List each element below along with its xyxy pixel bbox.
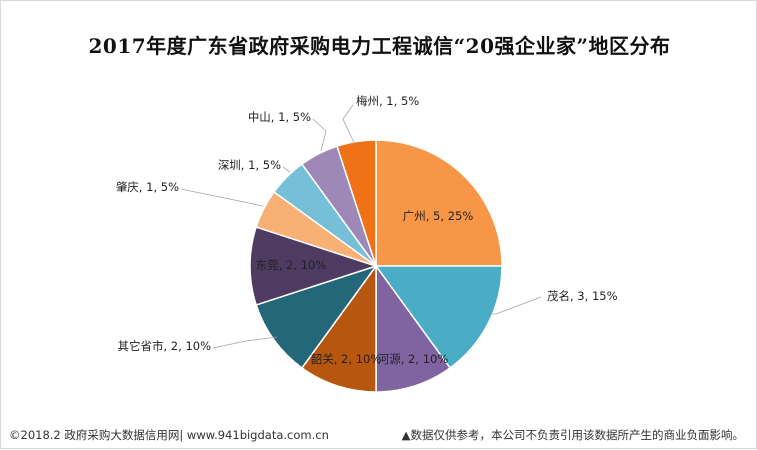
leader-line-8 [282, 166, 291, 173]
leader-line-10 [342, 104, 356, 146]
slice-label-6: 东莞, 2, 10% [256, 258, 327, 272]
pie-slice-1 [375, 139, 503, 267]
leader-line-2 [491, 296, 542, 315]
slice-label-2: 茂名, 3, 15% [547, 289, 618, 303]
slice-label-10: 梅州, 1, 5% [356, 94, 419, 108]
pie-slice-3 [375, 263, 452, 393]
slice-label-8: 深圳, 1, 5% [218, 158, 281, 172]
footer-copyright: ©2018.2 政府采购大数据信用网| www.941bigdata.com.c… [9, 428, 329, 442]
pie-slice-6 [249, 226, 379, 306]
pie-slice-5 [255, 264, 378, 369]
pie-slice-2 [374, 265, 503, 369]
footer-disclaimer: ▲数据仅供参考，本公司不负责引用该数据所产生的商业负面影响。 [401, 428, 744, 442]
slice-label-9: 中山, 1, 5% [248, 110, 311, 124]
slice-label-3: 河源, 2, 10% [378, 352, 449, 366]
slice-label-4: 韶关, 2, 10% [311, 352, 382, 366]
leader-line-9 [312, 118, 327, 152]
slice-label-5: 其它省市, 2, 10% [118, 339, 212, 353]
slice-label-7: 肇庆, 1, 5% [116, 180, 179, 194]
leader-line-5 [212, 336, 278, 349]
pie-slice-4 [300, 263, 377, 393]
slice-label-1: 广州, 5, 25% [403, 209, 474, 223]
leader-line-7 [180, 188, 264, 207]
chart-title: 2017年度广东省政府采购电力工程诚信“20强企业家”地区分布 [88, 34, 671, 58]
pie-slice-10 [336, 139, 377, 267]
